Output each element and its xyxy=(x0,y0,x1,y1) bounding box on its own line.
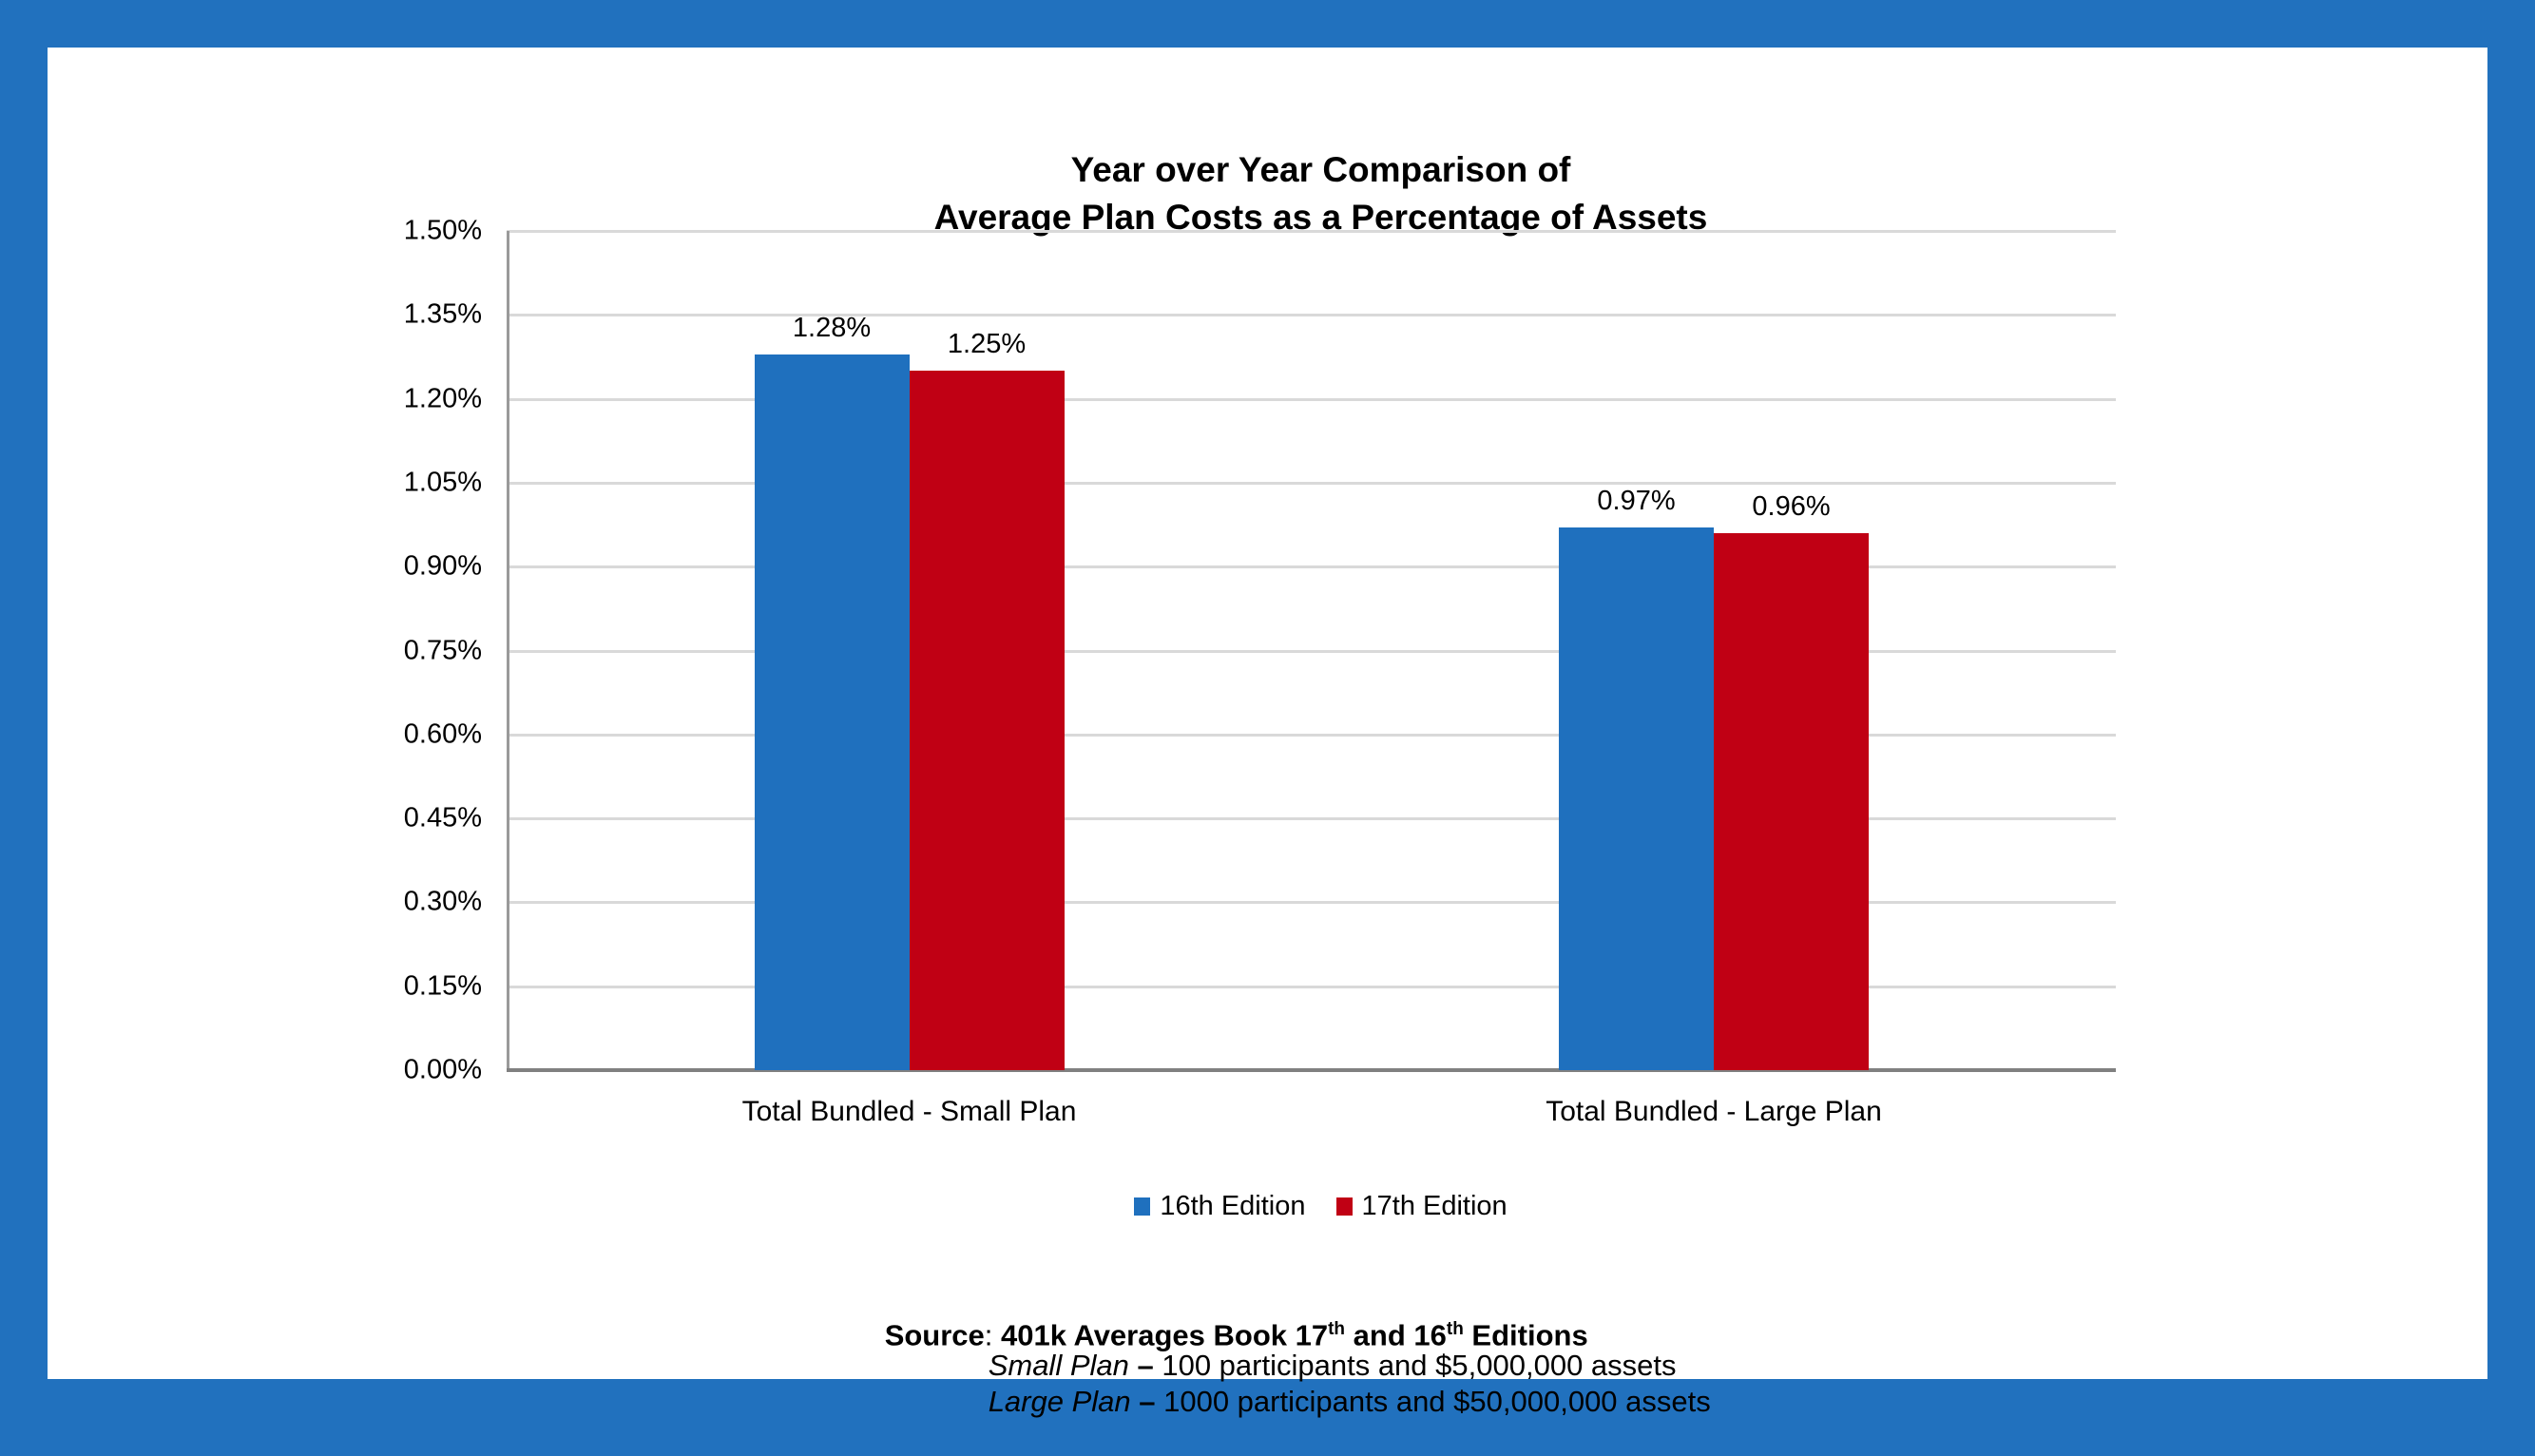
legend-label: 16th Edition xyxy=(1160,1191,1306,1221)
bar-value-label: 1.25% xyxy=(947,329,1027,360)
source-separator: : xyxy=(984,1318,1002,1352)
y-axis-tick-label: 1.35% xyxy=(403,298,482,330)
gridline xyxy=(507,565,2116,569)
plot-area: 0.00% 0.15% 0.30% 0.45% 0.60% 0.75% 0.90% 1.05%… xyxy=(48,48,2487,1379)
bar-16th-edition-category-1 xyxy=(754,354,910,1070)
source-line-3: Large Plan – 1000 participants and $50,0… xyxy=(939,1348,1711,1456)
source-dash-2: – xyxy=(1130,1385,1164,1418)
y-axis-tick-label: 1.05% xyxy=(403,467,482,498)
y-axis-tick-label: 0.00% xyxy=(403,1054,482,1085)
category-axis-label: Total Bundled - Small Plan xyxy=(741,1096,1077,1127)
y-axis-tick-label: 1.20% xyxy=(403,383,482,414)
gridline xyxy=(507,397,2116,401)
chart-panel: Year over Year Comparison of Average Pla… xyxy=(48,48,2487,1418)
source-dash-1: – xyxy=(1128,1349,1162,1382)
gridline xyxy=(507,817,2116,821)
y-axis-tick-label: 0.60% xyxy=(403,718,482,750)
gridline xyxy=(507,314,2116,317)
source-line-1: Source: 401k Averages Book 17th and 16th… xyxy=(835,1275,1588,1389)
source-book-seg1: 401k Averages Book 17 xyxy=(1001,1318,1329,1352)
gridline xyxy=(507,649,2116,653)
bar-17th-edition-category-1 xyxy=(909,371,1065,1070)
gridline xyxy=(507,230,2116,233)
legend-swatch-16th-edition xyxy=(1134,1197,1151,1216)
y-axis-tick-label: 0.15% xyxy=(403,970,482,1002)
y-axis-tick-label: 0.30% xyxy=(403,886,482,917)
y-axis-tick-label: 0.75% xyxy=(403,635,482,665)
large-plan-term: Large Plan xyxy=(988,1385,1131,1418)
gridline xyxy=(507,733,2116,737)
source-book-seg2: and 16 xyxy=(1345,1318,1447,1352)
y-axis-tick-label: 0.45% xyxy=(403,802,482,833)
y-axis-line xyxy=(507,231,509,1068)
bar-value-label: 0.96% xyxy=(1752,490,1831,522)
gridline xyxy=(507,901,2116,905)
x-axis-line xyxy=(507,1068,2116,1072)
legend-item-16th-edition: 16th Edition xyxy=(1134,1191,1306,1222)
source-label: Source xyxy=(884,1318,985,1352)
legend-item-17th-edition: 17th Edition xyxy=(1335,1191,1508,1222)
small-plan-definition: 100 participants and $5,000,000 assets xyxy=(1162,1349,1677,1382)
chart-title-line-1: Year over Year Comparison of xyxy=(1070,150,1571,189)
small-plan-term: Small Plan xyxy=(988,1349,1129,1382)
source-line-2: Small Plan – 100 participants and $5,000… xyxy=(939,1312,1677,1420)
source-superscript-1: th xyxy=(1328,1319,1346,1339)
legend-swatch-17th-edition xyxy=(1335,1197,1353,1216)
bar-16th-edition-category-2 xyxy=(1559,527,1714,1070)
bar-17th-edition-category-2 xyxy=(1714,532,1869,1070)
legend-label: 17th Edition xyxy=(1361,1191,1508,1221)
large-plan-definition: 1000 participants and $50,000,000 assets xyxy=(1163,1385,1711,1418)
gridline xyxy=(507,481,2116,485)
bar-value-label: 1.28% xyxy=(792,312,872,343)
legend: 16th Edition 17th Edition xyxy=(516,1191,2125,1222)
source-superscript-2: th xyxy=(1446,1319,1464,1339)
source-book-seg3: Editions xyxy=(1463,1318,1588,1352)
y-axis-tick-label: 0.90% xyxy=(403,550,482,582)
gridline xyxy=(507,985,2116,988)
y-axis-tick-label: 1.50% xyxy=(403,215,482,246)
bar-value-label: 0.97% xyxy=(1597,485,1676,516)
category-axis-label: Total Bundled - Large Plan xyxy=(1546,1096,1882,1127)
